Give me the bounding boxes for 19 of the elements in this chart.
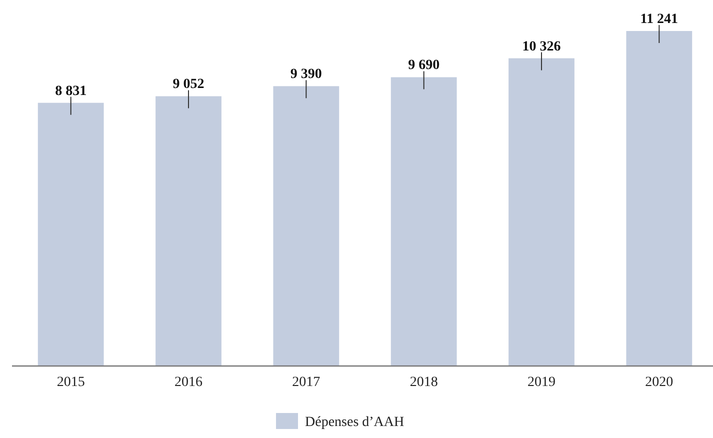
bar xyxy=(390,77,457,366)
data-label: 8 831 xyxy=(55,84,87,99)
x-tick-label: 2018 xyxy=(410,375,438,390)
bar xyxy=(626,31,692,366)
data-label: 9 690 xyxy=(408,58,440,74)
bar xyxy=(38,102,104,366)
legend-label: Dépenses d’AAH xyxy=(305,415,404,430)
x-tick-label: 2016 xyxy=(174,375,202,390)
x-tick-label: 2015 xyxy=(56,375,85,390)
data-label: 11 241 xyxy=(640,12,678,27)
x-tick-label: 2017 xyxy=(292,375,320,390)
x-tick-label: 2020 xyxy=(645,375,674,390)
bar xyxy=(156,96,222,366)
bar xyxy=(273,86,340,366)
data-label: 10 326 xyxy=(522,39,561,54)
bar xyxy=(508,58,574,366)
x-tick-label: 2019 xyxy=(528,375,556,390)
data-label: 9 390 xyxy=(290,67,322,82)
data-label: 9 052 xyxy=(172,77,204,92)
